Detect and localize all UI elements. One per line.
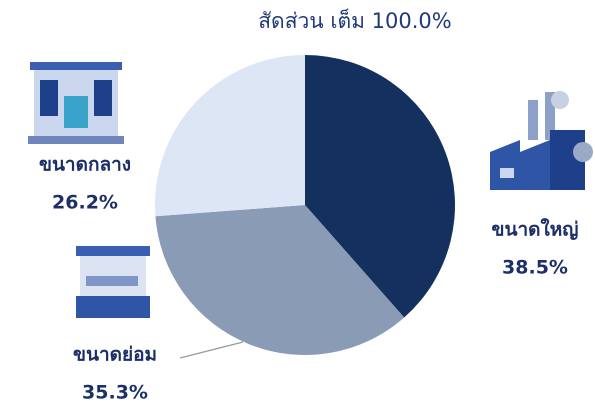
value-label: 26.2% (52, 192, 118, 214)
icon-large (490, 91, 593, 190)
icon-medium (28, 62, 124, 144)
chart-title: สัดส่วน เต็ม 100.0% (258, 7, 452, 33)
value-label: 35.3% (82, 382, 148, 404)
category-label: ขนาดกลาง (39, 154, 131, 176)
value-label: 38.5% (502, 257, 568, 279)
category-label: ขนาดใหญ่ (492, 218, 579, 241)
pie-slice (154, 55, 305, 217)
pie-slice (305, 55, 456, 318)
leader-line (179, 341, 244, 359)
category-label: ขนาดย่อม (73, 344, 157, 366)
pie-slice (155, 205, 405, 356)
icon-small (76, 246, 150, 318)
